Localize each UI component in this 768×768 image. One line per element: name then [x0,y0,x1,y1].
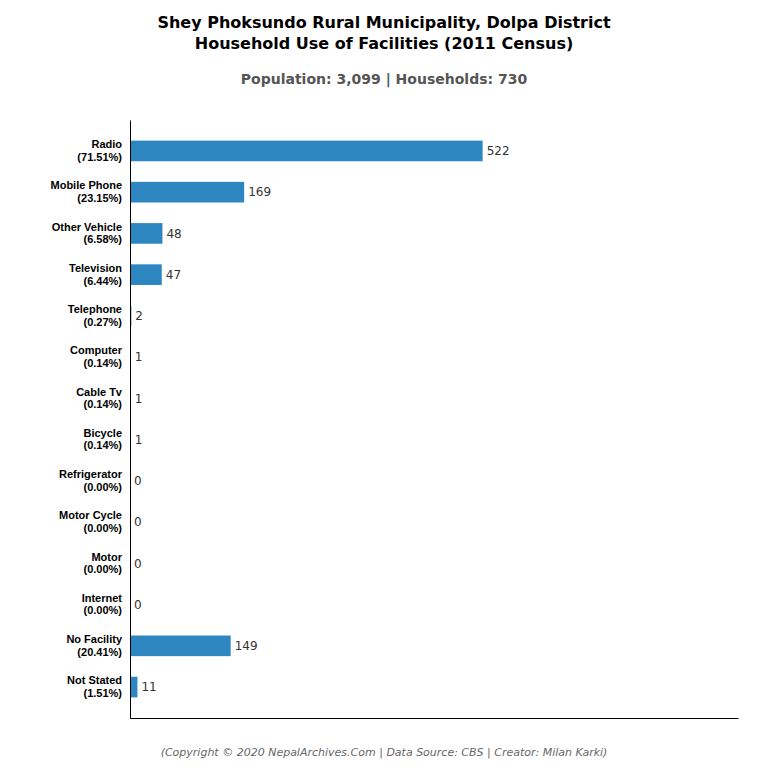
tick-label: Refrigerator(0.00%) [59,468,123,493]
bars [130,141,483,698]
tick-label: Bicycle(0.14%) [83,427,122,452]
tick: Motor(0.00%) [83,551,122,576]
tick: Other Vehicle(6.58%) [52,221,123,246]
tick-label: Internet(0.00%) [82,592,123,617]
data-label: 0 [134,474,142,488]
y-axis-line [130,121,131,719]
data-label: 0 [134,557,142,571]
tick-label: No Facility(20.41%) [66,633,123,658]
title: Shey Phoksundo Rural Municipality, Dolpa… [157,13,611,53]
data-label: 47 [166,268,181,282]
tick: Telephone(0.27%) [68,303,123,328]
tick-label: Telephone(0.27%) [68,303,123,328]
subtitle: Population: 3,099 | Households: 730 [241,71,528,88]
data-label: 1 [135,350,143,364]
tick: Mobile Phone(23.15%) [51,179,123,204]
data-labels: 11149000011124748169522 [134,144,510,694]
data-label: 48 [166,227,181,241]
plot: 11149000011124748169522Not Stated(1.51%)… [51,121,739,719]
data-label: 522 [487,144,510,158]
tick-label: Cable Tv(0.14%) [76,386,123,411]
data-label: 149 [235,639,258,653]
bar [130,223,162,244]
data-label: 0 [134,515,142,529]
tick-label: Radio(71.51%) [77,138,122,163]
y-axis: Not Stated(1.51%) No Facility(20.41%) Inte… [51,121,131,719]
bar [130,264,162,285]
tick: Refrigerator(0.00%) [59,468,123,493]
tick-label: Not Stated(1.51%) [67,674,122,699]
data-label: 1 [135,433,143,447]
data-label: 0 [134,598,142,612]
tick: Television(6.44%) [69,262,122,287]
tick-label: Television(6.44%) [69,262,122,287]
tick: Radio(71.51%) [77,138,122,163]
tick-label: Motor(0.00%) [83,551,122,576]
tick: Bicycle(0.14%) [83,427,122,452]
tick-label: Motor Cycle(0.00%) [59,509,122,534]
bar [130,182,244,203]
chart: Shey Phoksundo Rural Municipality, Dolpa… [0,0,768,768]
tick: Motor Cycle(0.00%) [59,509,122,534]
tick: Cable Tv(0.14%) [76,386,123,411]
tick-label: Other Vehicle(6.58%) [52,221,123,246]
data-label: 1 [135,392,143,406]
x-axis-line [131,718,739,719]
footer: (Copyright © 2020 NepalArchives.Com | Da… [161,746,608,759]
data-label: 11 [141,680,156,694]
tick-label: Computer(0.14%) [70,344,123,369]
tick: Internet(0.00%) [82,592,123,617]
data-label: 2 [135,309,143,323]
x-axis [131,718,739,719]
tick: Not Stated(1.51%) [67,674,122,699]
tick-label: Mobile Phone(23.15%) [51,179,123,204]
tick: Computer(0.14%) [70,344,123,369]
data-label: 169 [248,185,271,199]
bar [130,141,483,162]
bar [130,677,137,698]
bar [130,636,231,657]
tick: No Facility(20.41%) [66,633,123,658]
